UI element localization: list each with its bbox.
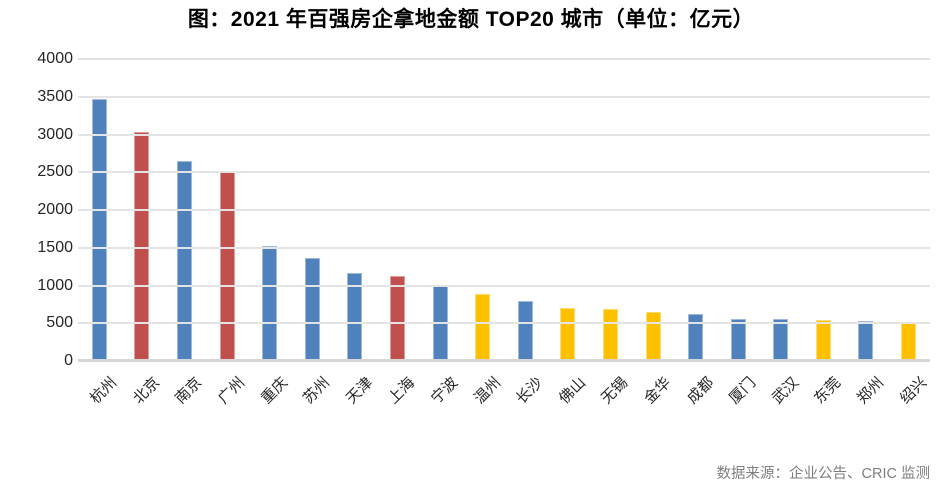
bar bbox=[730, 318, 746, 361]
gridline bbox=[78, 209, 930, 211]
bar bbox=[773, 318, 789, 361]
x-axis-label: 宁波 bbox=[427, 374, 462, 408]
x-axis-label: 苏州 bbox=[300, 374, 334, 408]
bar-slot: 厦门 bbox=[717, 59, 760, 407]
bar-slot: 温州 bbox=[461, 59, 504, 407]
bar-slot: 成都 bbox=[674, 59, 717, 407]
bar-slot: 上海 bbox=[376, 59, 419, 407]
gridline bbox=[78, 284, 930, 287]
x-axis-label: 厦门 bbox=[726, 374, 760, 408]
bar bbox=[560, 308, 576, 361]
gridline bbox=[78, 171, 930, 174]
gridline bbox=[78, 133, 930, 136]
x-axis-line bbox=[78, 359, 930, 362]
y-axis-label: 500 bbox=[46, 314, 73, 332]
x-axis-label: 无锡 bbox=[598, 374, 632, 408]
bar bbox=[176, 160, 192, 361]
y-axis-label: 2000 bbox=[37, 201, 73, 218]
x-axis-label: 重庆 bbox=[257, 374, 291, 408]
bar bbox=[262, 245, 278, 361]
x-axis-label: 成都 bbox=[683, 374, 717, 408]
gridline bbox=[78, 95, 930, 98]
x-axis-label: 南京 bbox=[172, 374, 206, 408]
bar bbox=[219, 172, 235, 361]
y-axis-label: 4000 bbox=[37, 50, 73, 67]
bar-slot: 东莞 bbox=[802, 59, 845, 407]
y-axis-label: 1000 bbox=[37, 276, 73, 294]
bar-slot: 杭州 bbox=[78, 59, 121, 407]
x-axis-label: 郑州 bbox=[853, 374, 888, 408]
x-axis-label: 上海 bbox=[385, 374, 419, 408]
bar bbox=[858, 320, 874, 361]
gridline bbox=[78, 58, 930, 60]
bar bbox=[91, 99, 107, 361]
bar-slot: 重庆 bbox=[248, 59, 291, 407]
plot-area: 杭州 北京 南京 广州 重庆 苏州 天津 上海 宁波 温州 长沙 佛山 无锡 金华 成都 厦门 武汉 东莞 郑州 绍兴 bbox=[78, 58, 930, 407]
y-axis-label: 3500 bbox=[37, 87, 73, 105]
bar bbox=[389, 276, 405, 361]
x-axis-label: 东莞 bbox=[811, 374, 845, 408]
bars-row: 杭州 北京 南京 广州 重庆 苏州 天津 上海 宁波 温州 长沙 佛山 无锡 金华 成都 厦门 武汉 东莞 郑州 绍兴 bbox=[78, 59, 930, 407]
bar-slot: 苏州 bbox=[291, 59, 334, 407]
bar-slot: 武汉 bbox=[760, 59, 803, 407]
x-axis-label: 温州 bbox=[470, 374, 504, 408]
bar-slot: 郑州 bbox=[845, 59, 888, 407]
gridline bbox=[78, 322, 930, 325]
x-axis-label: 金华 bbox=[640, 374, 675, 408]
bar-slot: 无锡 bbox=[589, 59, 632, 407]
bar bbox=[304, 257, 320, 361]
bar bbox=[517, 301, 533, 361]
x-axis-label: 长沙 bbox=[513, 374, 547, 408]
y-axis-label: 3000 bbox=[37, 125, 73, 143]
bar-slot: 北京 bbox=[121, 59, 164, 407]
bar bbox=[602, 308, 618, 361]
x-axis-label: 北京 bbox=[129, 374, 164, 408]
bar bbox=[645, 311, 661, 361]
chart-title: 图：2021 年百强房企拿地金额 TOP20 城市（单位：亿元） bbox=[187, 8, 755, 31]
bar bbox=[901, 322, 917, 361]
gridline bbox=[78, 246, 930, 249]
x-axis-label: 佛山 bbox=[555, 374, 589, 408]
bar-slot: 天津 bbox=[334, 59, 377, 407]
x-axis-label: 天津 bbox=[342, 374, 377, 408]
x-axis-label: 绍兴 bbox=[896, 374, 930, 408]
bar-slot: 长沙 bbox=[504, 59, 547, 407]
bar bbox=[134, 131, 150, 361]
bar bbox=[347, 272, 363, 361]
x-axis-label: 武汉 bbox=[768, 374, 802, 408]
y-axis-label: 0 bbox=[64, 352, 73, 369]
bar bbox=[688, 313, 704, 361]
source-note: 数据来源：企业公告、CRIC 监测 bbox=[716, 466, 930, 482]
x-axis-label: 杭州 bbox=[87, 374, 121, 408]
bar bbox=[815, 320, 831, 361]
y-axis-label: 1500 bbox=[37, 238, 73, 256]
bar-slot: 佛山 bbox=[547, 59, 590, 407]
bar bbox=[475, 294, 491, 361]
y-axis-label: 2500 bbox=[37, 163, 73, 181]
x-axis-label: 广州 bbox=[214, 374, 249, 408]
